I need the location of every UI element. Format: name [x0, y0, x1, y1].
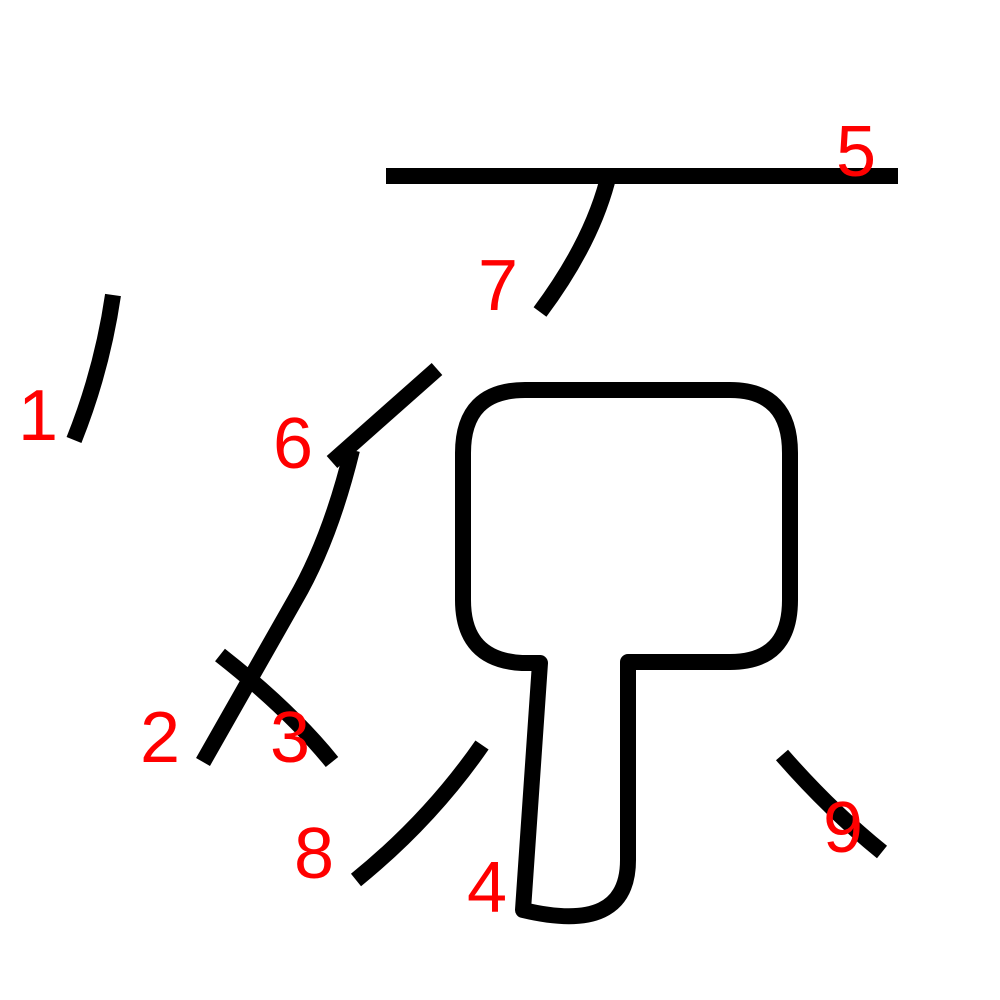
stroke-4 — [455, 382, 798, 925]
stroke-number-2: 2 — [140, 698, 180, 778]
stroke-number-6: 6 — [273, 404, 313, 484]
stroke-8 — [350, 740, 489, 887]
stroke-number-9: 9 — [823, 788, 863, 868]
stroke-number-4: 4 — [467, 848, 507, 928]
stroke-6 — [326, 363, 443, 468]
stroke-number-5: 5 — [836, 112, 876, 192]
stroke-number-7: 7 — [478, 246, 518, 326]
stroke-2 — [196, 448, 360, 766]
stroke-7 — [533, 179, 615, 317]
stroke-1 — [66, 293, 121, 443]
stroke-9 — [775, 749, 888, 859]
stroke-number-1: 1 — [18, 376, 58, 456]
stroke-3 — [215, 648, 339, 768]
stroke-number-3: 3 — [270, 698, 310, 778]
stroke-number-8: 8 — [294, 814, 334, 894]
